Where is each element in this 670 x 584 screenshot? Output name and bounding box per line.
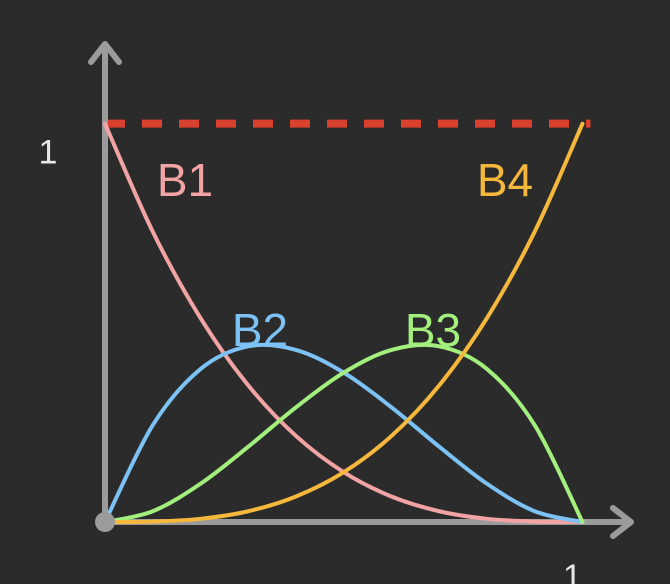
x-tick-label: 1 [563,558,582,584]
curve [103,342,585,524]
series-label: B3 [405,304,461,356]
series-label: B2 [232,304,288,356]
curve [103,342,585,524]
y-tick-label: 1 [39,134,58,172]
series-label: B1 [157,154,213,206]
curve [103,121,585,524]
curve [103,121,585,524]
origin-dot [95,512,115,532]
series-label: B4 [477,154,533,206]
